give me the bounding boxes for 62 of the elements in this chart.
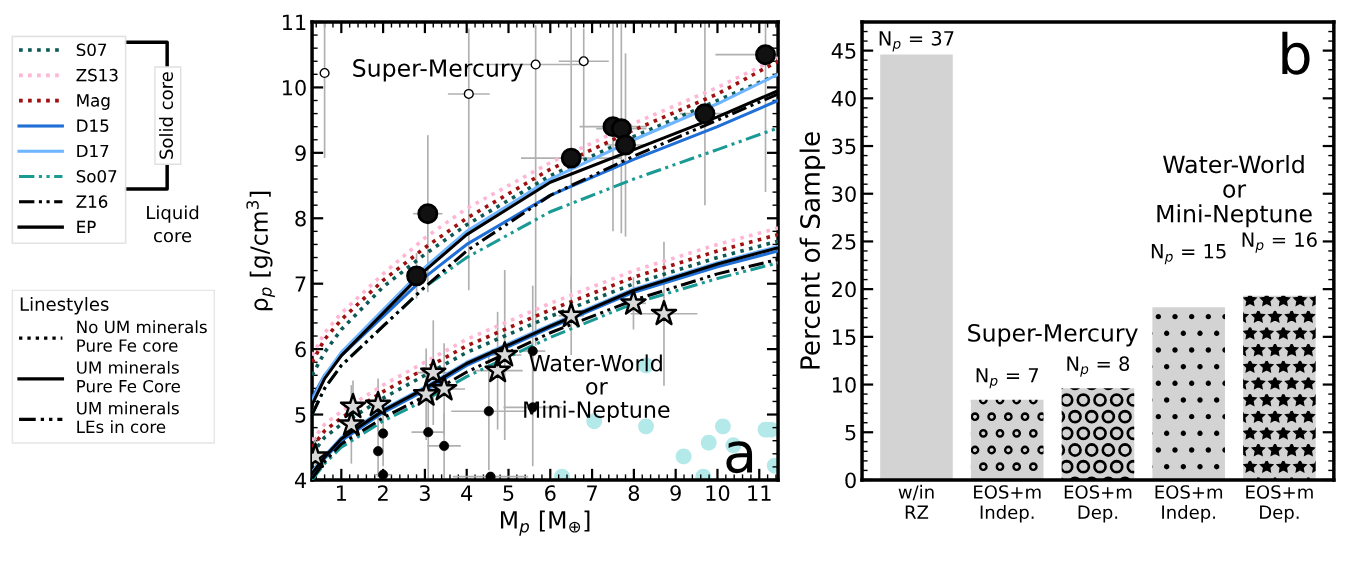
annotation: N$_{p}$ = 8 [1067, 356, 1130, 377]
y-tick-label: 7 [295, 276, 306, 292]
y-tick-label: 10 [282, 79, 306, 96]
x-tick-label: 11 [748, 485, 771, 501]
text: Linestyles [20, 297, 109, 315]
text: No UM minerals Pure Fe core [77, 320, 207, 352]
annotation: Super-Mercury [353, 59, 523, 82]
annotation: N$_{p}$ = 15 [1151, 244, 1226, 265]
x-tick-label: EOS+m Indep. [974, 485, 1041, 523]
legend-label: S07 [76, 43, 107, 57]
y-tick-label: 11 [282, 14, 306, 30]
y-tick-label: 5 [295, 407, 306, 423]
x-tick-label: 6 [545, 485, 556, 501]
x-tick-label: 4 [461, 485, 473, 501]
annotation: N$_{p}$ = 7 [976, 368, 1039, 389]
text: Liquid core [147, 205, 199, 243]
x-tick-label: EOS+m Dep. [1064, 485, 1132, 523]
y-axis-title: Percent of Sample [799, 132, 826, 369]
legend-label: D17 [77, 144, 109, 158]
x-tick-label: 9 [670, 485, 681, 501]
text: UM minerals LEs in core [77, 401, 179, 434]
x-tick-label: 8 [628, 485, 640, 501]
y-tick-label: 15 [832, 329, 856, 346]
legend-label: Mag [77, 94, 110, 110]
annotation: Water-World or Mini-Neptune [1157, 154, 1312, 228]
y-tick-label: 0 [845, 472, 856, 489]
x-tick-label: 1 [336, 485, 347, 501]
y-tick-label: 40 [831, 90, 856, 107]
x-tick-label: 5 [503, 485, 514, 501]
x-tick-label: EOS+m Dep. [1246, 485, 1313, 523]
legend-label: Z16 [76, 195, 108, 208]
x-tick-label: 2 [378, 485, 388, 501]
x-tick-label: EOS+m Indep. [1155, 485, 1223, 523]
y-axis-title: ρ$_{p}$ [g/cm$^{3}$] [246, 191, 275, 311]
annotation: b [1282, 31, 1310, 75]
annotation: a [726, 441, 753, 474]
annotation: N$_{p}$ = 16 [1242, 232, 1317, 253]
text: UM minerals Pure Fe Core [77, 360, 180, 393]
y-tick-label: 20 [832, 281, 856, 298]
x-tick-label: 3 [419, 485, 430, 501]
annotation: N$_{p}$ = 37 [879, 30, 954, 52]
legend-label: EP [77, 220, 96, 233]
legend-label: D15 [77, 119, 109, 132]
x-tick-label: w/in RZ [898, 484, 934, 519]
y-tick-label: 5 [845, 424, 856, 441]
y-tick-label: 9 [295, 145, 306, 162]
legend-label: So07 [76, 169, 117, 183]
annotation: Super-Mercury [968, 323, 1138, 347]
y-tick-label: 10 [832, 377, 856, 393]
y-tick-label: 30 [832, 186, 856, 202]
y-tick-label: 25 [832, 233, 856, 250]
y-tick-label: 8 [295, 210, 306, 227]
y-tick-label: 4 [294, 472, 307, 488]
text: Solid core [159, 72, 174, 159]
y-tick-label: 6 [295, 341, 306, 358]
x-tick-label: 7 [587, 485, 597, 501]
annotation: Water-World or Mini-Neptune [524, 354, 670, 423]
x-tick-label: 10 [706, 485, 730, 501]
legend-label: ZS13 [76, 68, 118, 82]
y-tick-label: 45 [831, 43, 856, 59]
y-tick-label: 35 [832, 138, 856, 155]
x-axis-title: M$_{p}$ [M$_{⊕}$] [500, 510, 590, 536]
